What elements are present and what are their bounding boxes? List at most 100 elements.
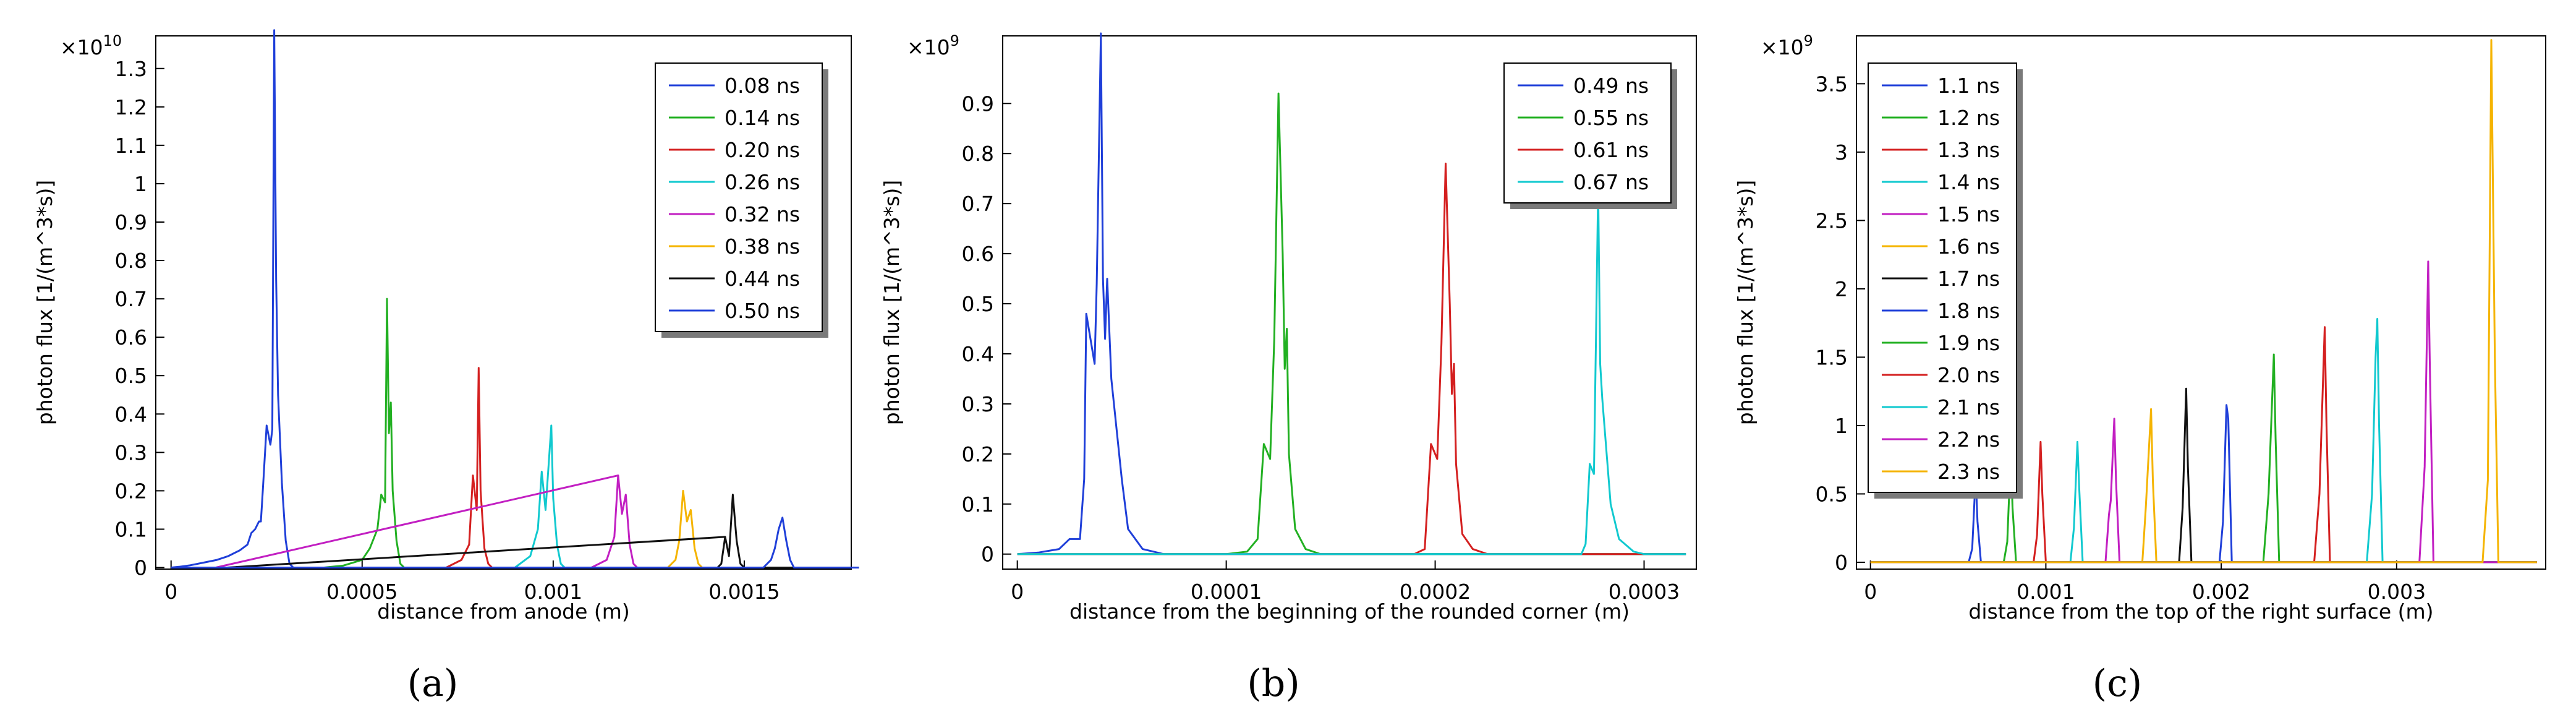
y-tick-label: 0.8 [962, 142, 994, 166]
x-tick-label: 0 [164, 580, 177, 604]
legend-entry-label: 0.08 ns [725, 74, 800, 98]
x-axis-title: distance from anode (m) [377, 599, 630, 624]
legend-entry-label: 0.61 ns [1573, 138, 1649, 162]
plot-frame [155, 35, 852, 570]
y-tick-label: 1 [134, 172, 147, 196]
y-tick-label: 1.3 [115, 57, 147, 81]
legend-entry-label: 0.55 ns [1573, 106, 1649, 130]
x-tick-label: 0.002 [2192, 580, 2250, 604]
x-tick-label: 0.0002 [1400, 580, 1471, 604]
legend-entry-label: 0.20 ns [725, 138, 800, 162]
y-multiplier-exponent: 9 [1804, 32, 1813, 49]
x-axis-title: distance from the top of the right surfa… [1968, 599, 2433, 624]
series-line-1.5-ns [1870, 418, 2537, 564]
x-tick-label: 0.001 [524, 580, 582, 604]
panel-c: 0 0.5 1 1.5 2 2.5 3 3.5 0 0.001 0.002 0.003 ×109 dist… [1733, 32, 2546, 705]
y-tick-label: 0.7 [115, 287, 147, 311]
y-tick-label: 0.5 [962, 292, 994, 316]
series-line-0.55-ns [1017, 92, 1686, 556]
y-tick-label: 0.2 [115, 479, 147, 503]
y-multiplier-exponent: 10 [103, 32, 122, 49]
series-line-0.38-ns [171, 489, 859, 568]
panel-a: 0 0.1 0.2 0.3 0.4 0.5 0.6 0.7 0.8 0.9 1 1.1 1.2 1.3 0 0… [33, 29, 859, 705]
y-tick-label: 1.5 [1816, 345, 1848, 369]
x-axis-title: distance from the beginning of the round… [1069, 599, 1630, 624]
y-tick-label: 1.1 [115, 134, 147, 158]
y-tick-label: 0.1 [962, 492, 994, 517]
legend-box [655, 62, 823, 332]
x-tick-label: 0.0015 [708, 580, 780, 604]
y-tick-label: 0.8 [115, 249, 147, 273]
legend-entry-label: 1.6 ns [1937, 234, 2000, 259]
x-tick-label: 0.0005 [326, 580, 397, 604]
y-tick-label: 0.1 [115, 517, 147, 541]
y-tick-label: 0.4 [115, 402, 147, 426]
series-line-0.44-ns [171, 494, 859, 568]
y-tick-label: 0.6 [962, 242, 994, 266]
plot-frame [1002, 35, 1697, 570]
y-tick-label: 0.6 [115, 325, 147, 350]
legend-entry-label: 2.1 ns [1937, 395, 2000, 419]
legend-box [1503, 62, 1672, 204]
legend-entry-label: 0.38 ns [725, 234, 800, 259]
y-axis-title: photon flux [1/(m^3*s)] [33, 180, 57, 425]
y-tick-label: 0.3 [115, 440, 147, 465]
y-tick-label: 0 [981, 543, 994, 567]
y-tick-label: 0 [1835, 551, 1848, 575]
panel-label: (b) [1247, 662, 1299, 705]
legend-entry-label: 0.50 ns [725, 299, 800, 323]
y-multiplier-exponent: 9 [950, 32, 959, 49]
series-line-0.67-ns [1017, 187, 1686, 556]
y-tick-label: 0.2 [962, 442, 994, 466]
y-tick-label: 1 [1835, 414, 1848, 438]
y-multiplier-label: ×109 [1761, 32, 1813, 59]
x-tick-label: 0.0003 [1609, 580, 1680, 604]
y-tick-label: 3 [1835, 140, 1848, 165]
y-tick-label: 0.3 [962, 392, 994, 416]
series-line-0.49-ns [1017, 32, 1686, 556]
legend-entry-label: 0.67 ns [1573, 170, 1649, 194]
y-tick-label: 1.2 [115, 95, 147, 119]
y-axis-title: photon flux [1/(m^3*s)] [880, 180, 904, 425]
x-tick-label: 0.003 [2368, 580, 2426, 604]
legend-entry-label: 2.3 ns [1937, 460, 2000, 484]
panel-label: (c) [2093, 662, 2142, 705]
legend-entry-label: 1.4 ns [1937, 170, 2000, 194]
x-tick-label: 0.001 [2017, 580, 2075, 604]
panel-b: 0 0.1 0.2 0.3 0.4 0.5 0.6 0.7 0.8 0.9 0 0.0001 0.000… [880, 32, 1697, 705]
y-axis-title: photon flux [1/(m^3*s)] [1733, 180, 1758, 425]
series-line-0.08-ns [171, 29, 859, 568]
y-tick-label: 0.9 [115, 210, 147, 234]
legend-entry-label: 0.26 ns [725, 170, 800, 194]
legend-entry-label: 2.2 ns [1937, 427, 2000, 452]
series-line-0.26-ns [171, 424, 859, 568]
y-tick-label: 2.5 [1816, 208, 1848, 233]
y-tick-label: 0.5 [115, 364, 147, 388]
x-tick-label: 0.0001 [1191, 580, 1262, 604]
legend-entry-label: 0.32 ns [725, 202, 800, 226]
y-multiplier-base: ×10 [907, 35, 950, 59]
series-line-0.61-ns [1017, 162, 1686, 556]
y-multiplier-base: ×10 [1761, 35, 1804, 59]
series-line-2.1-ns [1870, 318, 2537, 564]
y-tick-label: 2 [1835, 277, 1848, 301]
x-tick-label: 0 [1864, 580, 1877, 604]
y-multiplier-label: ×109 [907, 32, 959, 59]
panel-label: (a) [407, 662, 459, 705]
y-tick-label: 0.4 [962, 342, 994, 366]
y-tick-label: 0.7 [962, 192, 994, 216]
legend-entry-label: 1.3 ns [1937, 138, 2000, 162]
y-tick-label: 0.9 [962, 92, 994, 116]
legend-entry-label: 0.44 ns [725, 267, 800, 291]
legend-entry-label: 1.9 ns [1937, 331, 2000, 355]
y-tick-label: 0 [134, 556, 147, 580]
legend-entry-label: 1.2 ns [1937, 106, 2000, 130]
legend-entry-label: 1.7 ns [1937, 267, 2000, 291]
y-multiplier-base: ×10 [60, 35, 103, 59]
legend-entry-label: 1.8 ns [1937, 299, 2000, 323]
series-line-0.20-ns [171, 367, 859, 568]
y-tick-label: 0.5 [1816, 482, 1848, 506]
y-tick-label: 3.5 [1816, 72, 1848, 96]
legend-entry-label: 0.14 ns [725, 106, 800, 130]
